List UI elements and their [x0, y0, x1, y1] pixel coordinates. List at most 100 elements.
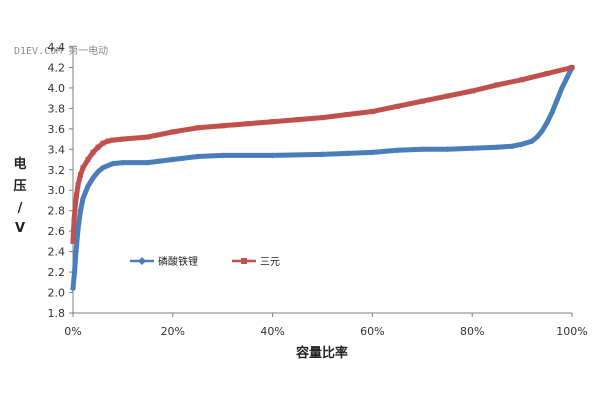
- y-tick-label: 3.4: [48, 143, 66, 156]
- y-tick-label: 4.2: [48, 61, 66, 74]
- data-point: [344, 112, 350, 118]
- data-point: [529, 138, 536, 145]
- data-point: [394, 147, 401, 154]
- y-axis-title: 电压 / V: [13, 156, 26, 236]
- legend: 磷酸铁锂 三元: [130, 255, 280, 268]
- data-point: [80, 165, 86, 171]
- data-point: [509, 143, 516, 150]
- data-point: [559, 84, 566, 91]
- data-point: [70, 238, 76, 244]
- data-point: [564, 74, 571, 81]
- y-tick-label: 2.8: [48, 205, 66, 218]
- legend-item: 三元: [232, 257, 280, 268]
- x-tick-label: 0%: [64, 325, 81, 338]
- data-point: [71, 269, 78, 276]
- data-point: [369, 108, 375, 114]
- y-tick-label: 2.4: [48, 246, 66, 259]
- y-axis-title-char: V: [15, 221, 25, 236]
- x-tick-label: 20%: [161, 325, 185, 338]
- data-point: [120, 136, 126, 142]
- data-point: [105, 138, 111, 144]
- data-point: [73, 192, 79, 198]
- y-tick-labels: 1.8 2.0 2.2 2.4 2.6 2.8 3.0 3.2 3.4 3.6 3.8 4.0 4.2 4…: [48, 41, 73, 320]
- data-point: [320, 115, 325, 121]
- x-tick-label: 40%: [260, 325, 284, 338]
- data-point: [169, 156, 176, 163]
- x-tick-labels: 0% 20% 40% 60% 80% 100%: [64, 313, 588, 338]
- y-tick-label: 3.0: [48, 184, 66, 197]
- x-tick-label: 60%: [360, 325, 384, 338]
- data-point: [494, 144, 501, 151]
- data-point: [270, 119, 276, 125]
- data-point: [444, 146, 451, 153]
- series-0: [70, 64, 575, 292]
- data-point: [75, 182, 81, 188]
- data-point: [369, 149, 376, 156]
- data-point: [554, 97, 561, 104]
- y-tick-label: 3.2: [48, 164, 66, 177]
- data-point: [245, 121, 251, 127]
- x-tick-label: 100%: [556, 325, 587, 338]
- series-1: [70, 64, 575, 244]
- watermark: D1EV.COM 第一电动: [14, 44, 108, 57]
- data-point: [344, 150, 351, 157]
- data-point: [469, 88, 475, 94]
- data-point: [539, 127, 546, 134]
- data-point: [94, 168, 101, 175]
- data-point: [519, 77, 525, 83]
- x-tick-label: 80%: [460, 325, 484, 338]
- data-point: [419, 146, 426, 153]
- data-point: [72, 206, 78, 212]
- data-point: [444, 93, 450, 99]
- data-point: [95, 144, 101, 150]
- data-point: [100, 140, 106, 146]
- legend-label: 磷酸铁锂: [158, 255, 198, 268]
- data-point: [119, 159, 126, 166]
- data-point: [89, 174, 96, 181]
- y-axis-title-char: /: [18, 201, 23, 216]
- data-point: [109, 160, 116, 167]
- data-point: [469, 145, 476, 152]
- data-point: [144, 159, 151, 166]
- y-tick-label: 2.2: [48, 266, 66, 279]
- y-tick-label: 4.4: [48, 41, 66, 54]
- y-axis-title-char: 压: [13, 179, 26, 194]
- data-point: [99, 164, 106, 171]
- data-point: [394, 103, 400, 109]
- y-tick-label: 3.8: [48, 102, 66, 115]
- x-axis-title: 容量比率: [295, 345, 348, 361]
- data-point: [544, 119, 551, 126]
- data-point: [84, 183, 91, 190]
- data-point: [220, 123, 226, 129]
- data-point: [85, 157, 91, 163]
- y-tick-label: 1.8: [48, 307, 66, 320]
- data-point: [534, 134, 541, 141]
- data-point: [219, 152, 226, 159]
- data-point: [195, 125, 201, 131]
- data-point: [544, 71, 550, 77]
- data-point: [519, 141, 526, 148]
- legend-marker: [241, 258, 247, 264]
- data-point: [72, 248, 79, 255]
- series-layer: [70, 64, 575, 292]
- data-point: [77, 172, 83, 178]
- data-point: [170, 129, 176, 135]
- data-point: [79, 195, 86, 202]
- y-tick-label: 2.0: [48, 287, 66, 300]
- series-line: [70, 65, 575, 291]
- data-point: [419, 98, 425, 104]
- data-point: [319, 151, 326, 158]
- data-point: [295, 117, 301, 123]
- legend-item: 磷酸铁锂: [130, 255, 198, 268]
- y-tick-label: 2.6: [48, 225, 66, 238]
- data-point: [77, 207, 84, 214]
- data-point: [70, 285, 76, 292]
- data-point: [110, 137, 116, 143]
- data-point: [194, 153, 201, 160]
- y-axis-title-char: 电: [13, 156, 26, 172]
- y-tick-label: 3.6: [48, 123, 66, 136]
- data-point: [494, 82, 500, 88]
- data-point: [90, 149, 96, 155]
- data-point: [569, 64, 575, 70]
